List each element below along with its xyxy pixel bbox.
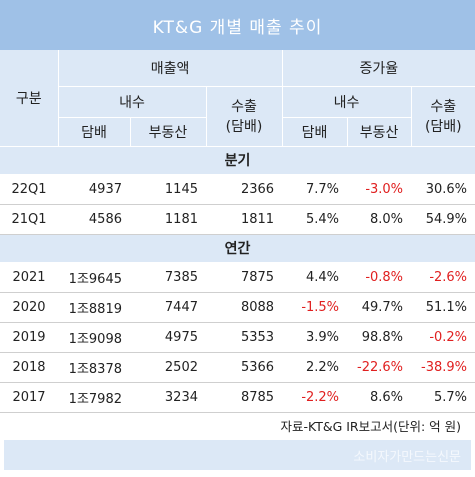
growth-export: 51.1% — [411, 292, 475, 323]
growth-tobacco: 4.4% — [282, 262, 348, 293]
growth-tobacco: 5.4% — [282, 204, 348, 235]
row-label: 22Q1 — [0, 174, 58, 205]
growth-export: -38.9% — [411, 352, 475, 383]
growth-tobacco: 3.9% — [282, 322, 348, 353]
growth-tobacco: 2.2% — [282, 352, 348, 383]
section-annual: 연간 — [0, 234, 475, 263]
sales-export: 5366 — [206, 352, 283, 383]
header-row-1: 구분 매출액 증가율 — [0, 50, 475, 147]
sales-tobacco: 1조8378 — [58, 352, 130, 383]
growth-export: 54.9% — [411, 204, 475, 235]
header-sales-export-label: 수출 — [231, 99, 257, 115]
sales-tobacco: 4937 — [58, 174, 130, 205]
sales-real-estate: 7447 — [130, 292, 206, 323]
growth-real-estate: -0.8% — [347, 262, 412, 293]
sales-real-estate: 7385 — [130, 262, 206, 293]
table-row: 2019 1조9098 4975 5353 3.9% 98.8% -0.2% — [0, 322, 475, 353]
growth-export: 5.7% — [411, 382, 475, 413]
growth-tobacco: 7.7% — [282, 174, 348, 205]
header-growth-tobacco: 담배 — [281, 117, 348, 147]
sales-export: 2366 — [206, 174, 283, 205]
sales-export: 1811 — [206, 204, 283, 235]
section-quarter-label: 분기 — [0, 146, 475, 175]
sales-real-estate: 4975 — [130, 322, 206, 353]
sales-export: 8785 — [206, 382, 283, 413]
row-label: 2017 — [0, 382, 58, 413]
section-annual-label: 연간 — [0, 234, 475, 263]
sales-tobacco: 1조7982 — [58, 382, 130, 413]
growth-real-estate: 98.8% — [347, 322, 412, 353]
sales-real-estate: 2502 — [130, 352, 206, 383]
growth-tobacco: -1.5% — [282, 292, 348, 323]
sales-real-estate: 1145 — [130, 174, 206, 205]
table-row: 22Q1 4937 1145 2366 7.7% -3.0% 30.6% — [0, 174, 475, 205]
sales-table: 구분 매출액 증가율 내수 수출 (담배) 내수 수출 (담배) 담배 부동산 — [0, 50, 475, 438]
growth-real-estate: -22.6% — [347, 352, 412, 383]
growth-real-estate: 8.6% — [347, 382, 412, 413]
sales-tobacco: 1조9645 — [58, 262, 130, 293]
header-growth-domestic: 내수 — [281, 86, 412, 118]
header-row-3: 담배 부동산 담배 부동산 — [0, 117, 475, 147]
sales-tobacco: 1조9098 — [58, 322, 130, 353]
sales-real-estate: 3234 — [130, 382, 206, 413]
growth-real-estate: 49.7% — [347, 292, 412, 323]
section-quarter: 분기 — [0, 146, 475, 175]
header-sales-tobacco: 담배 — [57, 117, 130, 147]
watermark-bar: 소비자가만드는신문 — [4, 440, 471, 470]
header-growth-export-sub: (담배) — [424, 119, 462, 135]
row-label: 21Q1 — [0, 204, 58, 235]
sales-export: 7875 — [206, 262, 283, 293]
sales-tobacco: 1조8819 — [58, 292, 130, 323]
sales-export: 5353 — [206, 322, 283, 353]
row-label: 2020 — [0, 292, 58, 323]
header-row-2: 내수 수출 (담배) 내수 수출 (담배) — [0, 86, 475, 147]
header-growth-real-estate: 부동산 — [346, 117, 412, 147]
growth-export: 30.6% — [411, 174, 475, 205]
header-growth: 증가율 — [281, 50, 475, 87]
row-label: 2019 — [0, 322, 58, 353]
source-note: 자료-KT&G IR보고서(단위: 억 원) — [280, 418, 462, 434]
growth-export: -0.2% — [411, 322, 475, 353]
growth-real-estate: 8.0% — [347, 204, 412, 235]
table-row: 2017 1조7982 3234 8785 -2.2% 8.6% 5.7% — [0, 382, 475, 413]
growth-real-estate: -3.0% — [347, 174, 412, 205]
header-sales-domestic: 내수 — [57, 86, 206, 118]
header-sales-export-sub: (담배) — [225, 119, 263, 135]
table-row: 21Q1 4586 1181 1811 5.4% 8.0% 54.9% — [0, 204, 475, 235]
header-sales-export: 수출 (담배) — [205, 86, 283, 147]
watermark-text: 소비자가만드는신문 — [353, 449, 461, 465]
table-title: KT&G 개별 매출 추이 — [0, 0, 475, 50]
sales-real-estate: 1181 — [130, 204, 206, 235]
source-row: 자료-KT&G IR보고서(단위: 억 원) — [0, 412, 475, 438]
header-gubun: 구분 — [0, 50, 58, 147]
table-row: 2020 1조8819 7447 8088 -1.5% 49.7% 51.1% — [0, 292, 475, 323]
row-label: 2021 — [0, 262, 58, 293]
growth-tobacco: -2.2% — [282, 382, 348, 413]
row-label: 2018 — [0, 352, 58, 383]
header-growth-export: 수출 (담배) — [410, 86, 475, 147]
header-growth-export-label: 수출 — [430, 99, 457, 115]
header-sales-real-estate: 부동산 — [129, 117, 206, 147]
table-row: 2021 1조9645 7385 7875 4.4% -0.8% -2.6% — [0, 262, 475, 293]
growth-export: -2.6% — [411, 262, 475, 293]
header-sales: 매출액 — [57, 50, 283, 87]
sales-tobacco: 4586 — [58, 204, 130, 235]
sales-export: 8088 — [206, 292, 283, 323]
table-row: 2018 1조8378 2502 5366 2.2% -22.6% -38.9% — [0, 352, 475, 383]
